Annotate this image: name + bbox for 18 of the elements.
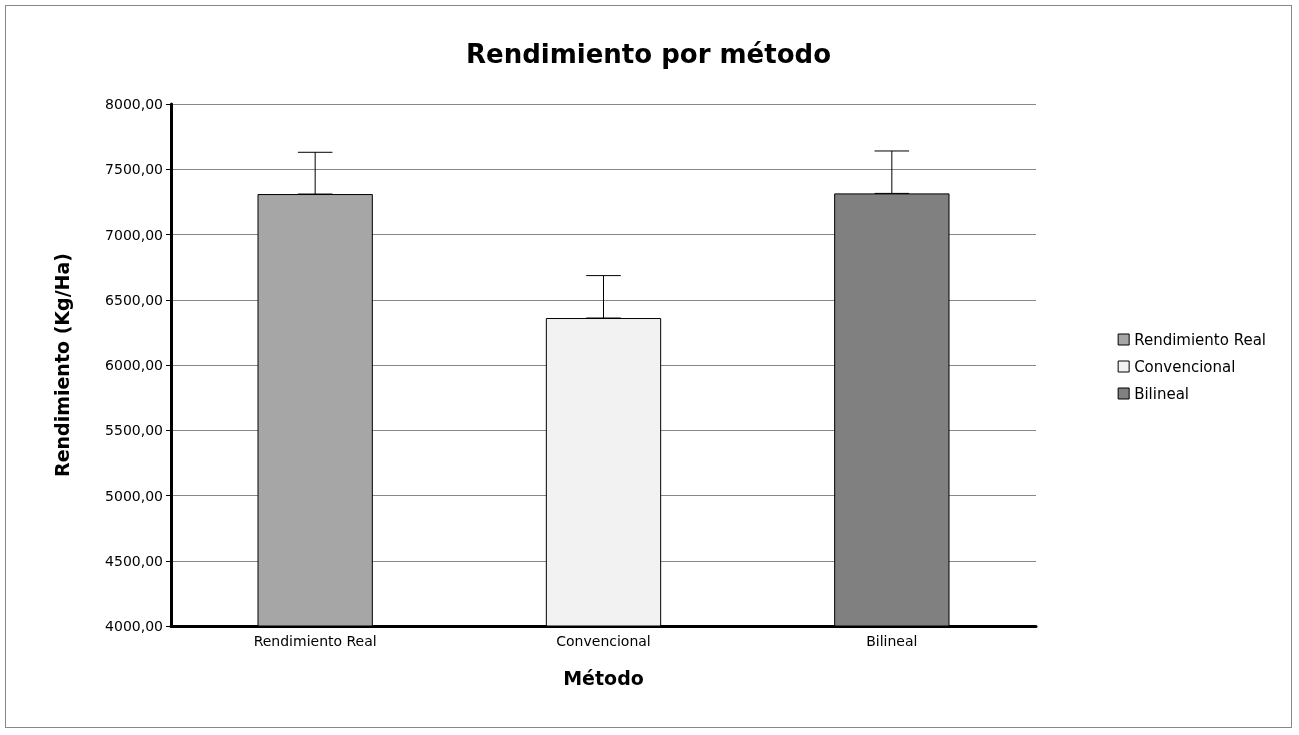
- x-tick-label: Rendimiento Real: [253, 633, 377, 649]
- y-tick-label: 5500,00: [105, 422, 163, 439]
- y-tick-label: 4000,00: [105, 618, 163, 634]
- x-tick-label: Bilineal: [866, 633, 918, 649]
- y-tick-label: 7000,00: [105, 226, 163, 243]
- y-tick-label: 4500,00: [105, 552, 163, 569]
- y-tick-label: 7500,00: [105, 161, 163, 178]
- x-tick-label: Convencional: [556, 633, 651, 649]
- y-tick-label: 8000,00: [105, 96, 163, 112]
- y-tick-label: 6000,00: [105, 357, 163, 373]
- legend-label: Rendimiento Real: [1134, 330, 1267, 349]
- y-tick-label: 6500,00: [105, 291, 163, 308]
- y-tick-label: 5000,00: [105, 487, 163, 504]
- y-axis-title: Rendimiento (Kg/Ha): [50, 253, 73, 477]
- legend-label: Bilineal: [1134, 384, 1190, 403]
- legend-label: Convencional: [1134, 357, 1236, 376]
- x-axis-title: Método: [563, 666, 644, 689]
- chart-title: Rendimiento por método: [465, 39, 832, 69]
